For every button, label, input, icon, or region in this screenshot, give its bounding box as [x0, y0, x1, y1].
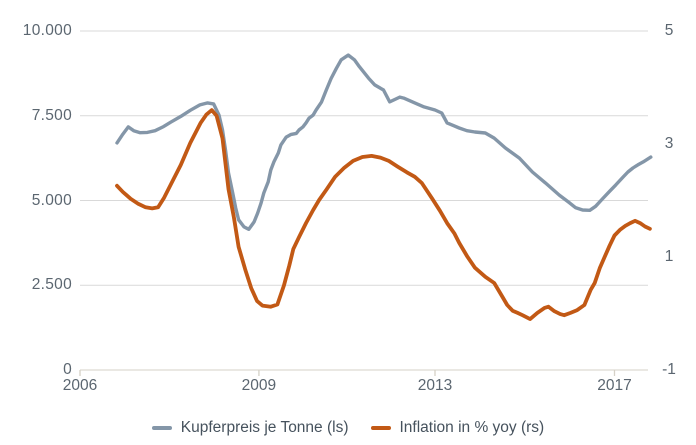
legend: Kupferpreis je Tonne (ls) Inflation in %…: [0, 419, 696, 437]
left-axis-tick-label: 10.000: [22, 22, 72, 39]
right-axis-tick-label: 3: [664, 135, 674, 152]
inflation-line-swatch: [370, 426, 391, 430]
left-axis-tick-label: 2.500: [31, 276, 72, 294]
copper-line-swatch: [151, 426, 172, 430]
x-axis-tick-label: 2017: [597, 377, 632, 394]
copper-price-line: [115, 53, 653, 232]
x-axis-tick-label: 2013: [417, 377, 453, 394]
inflation-line: [115, 108, 652, 322]
x-axis-tick-label: 2006: [62, 377, 98, 394]
legend-label-inflation: Inflation in % yoy (rs): [399, 419, 545, 436]
legend-item-inflation: Inflation in % yoy (rs): [370, 419, 545, 437]
right-axis-tick-label: 1: [664, 248, 674, 265]
x-axis-tick-label: 2009: [241, 377, 277, 394]
left-axis-tick-label: 7.500: [31, 106, 72, 124]
legend-item-copper: Kupferpreis je Tonne (ls): [151, 419, 349, 437]
right-axis-tick-label: -1: [662, 361, 676, 378]
left-axis-tick-label: 0: [63, 361, 72, 378]
left-axis-tick-label: 5.000: [31, 191, 72, 209]
right-axis-tick-label: 5: [664, 22, 674, 39]
legend-label-copper: Kupferpreis je Tonne (ls): [180, 419, 349, 436]
